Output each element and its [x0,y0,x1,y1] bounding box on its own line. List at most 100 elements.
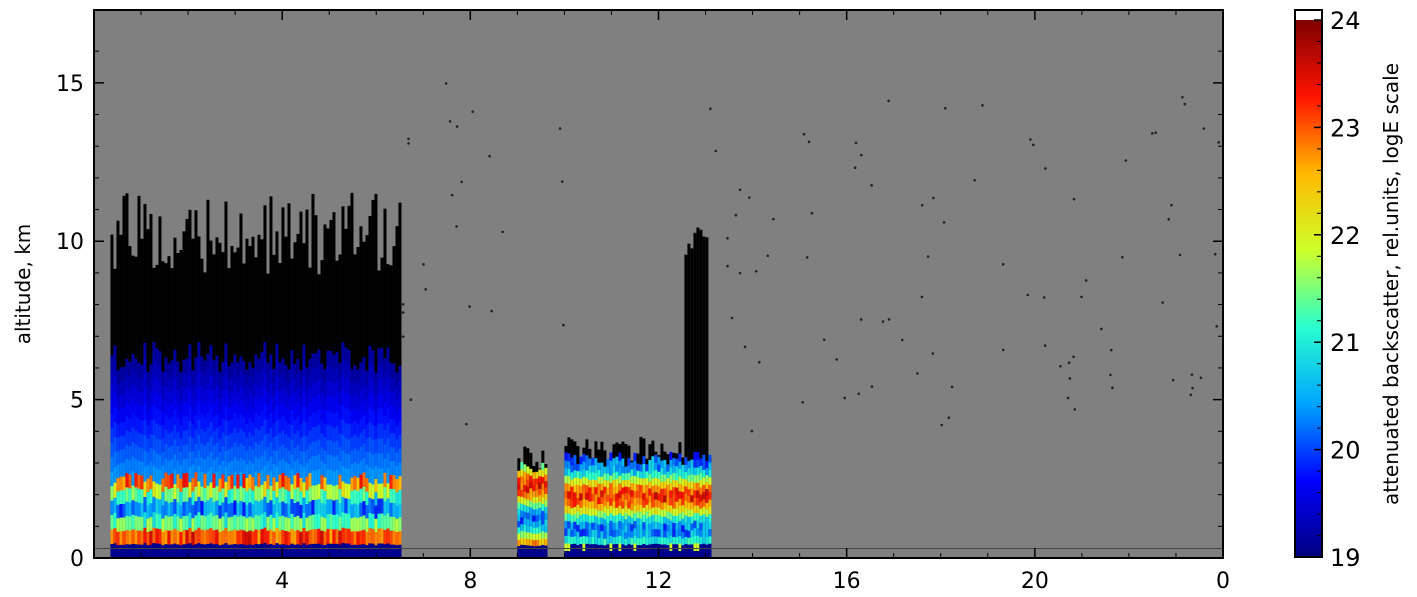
signal-cell [206,528,210,544]
signal-cell [639,511,643,519]
signal-cell [308,486,312,502]
noise-dot [881,320,885,323]
signal-cell [645,517,649,525]
signal-cell [251,449,255,464]
signal-cell [609,482,613,491]
signal-cell [197,496,201,513]
signal-cell [609,542,613,551]
signal-cell [603,466,607,474]
signal-cell [164,500,168,516]
signal-cell [149,544,153,558]
signal-cell [576,551,580,558]
signal-cell [116,490,120,505]
signal-cell [290,365,294,381]
signal-cell [116,517,120,532]
signal-cell [672,486,676,495]
signal-cell [538,520,542,527]
signal-cell [260,528,264,544]
signal-cell [116,531,120,546]
signal-cell [353,544,357,558]
signal-cell [564,542,568,551]
signal-cell [609,497,613,506]
signal-cell [260,469,264,485]
signal-cell [326,424,330,441]
signal-cell [341,511,345,528]
signal-cell [161,398,165,412]
signal-cell [233,514,237,530]
signal-cell [585,477,589,486]
signal-cell [245,517,249,532]
signal-cell [239,442,243,458]
noise-dot [750,429,754,433]
signal-cell [320,391,324,406]
noise-dot [501,230,504,234]
signal-cell [182,487,186,502]
signal-cell [392,405,396,420]
x-tick-label: 12 [645,569,673,594]
signal-cell [119,489,123,505]
signal-cell [350,477,354,492]
signal-cell [266,446,270,462]
signal-cell [702,462,706,470]
signal-cell [621,465,625,474]
signal-cell [660,467,664,475]
signal-cell [564,550,568,558]
signal-cell [374,452,378,466]
signal-cell [368,406,372,423]
signal-cell [612,543,616,552]
signal-cell [254,499,258,515]
signal-cell [532,527,536,535]
signal-cell [113,345,117,362]
signal-cell [110,369,114,385]
signal-cell [218,385,222,399]
signal-cell [380,377,384,394]
signal-cell [654,535,658,544]
signal-cell [699,543,703,552]
signal-cell [200,457,204,473]
signal-cell [639,524,643,532]
signal-cell [627,515,631,523]
noise-dot [900,338,904,342]
signal-cell [538,513,542,521]
signal-cell [278,474,282,489]
signal-cell [687,460,691,469]
signal-cell [654,513,658,522]
signal-cell [353,365,357,380]
signal-cell [573,484,577,493]
signal-cell [203,360,207,376]
signal-cell [660,509,664,517]
signal-cell [681,504,685,512]
signal-cell [179,371,183,386]
signal-cell [242,431,246,446]
signal-cell [535,508,539,516]
signal-cell [260,513,264,530]
signal-cell [585,484,589,493]
signal-cell [230,376,234,392]
signal-cell [305,544,309,558]
signal-cell [242,417,246,432]
signal-cell [591,493,595,502]
signal-cell [245,370,249,384]
signal-cell [335,499,339,515]
noise-dot [455,125,459,128]
signal-cell [260,543,264,558]
signal-cell [227,407,231,422]
signal-cell [708,513,712,522]
signal-cell [254,398,258,414]
signal-cell [359,362,363,378]
signal-cell [356,490,360,505]
signal-cell [576,490,580,499]
signal-cell [660,523,664,531]
signal-cell [594,550,598,558]
signal-cell [526,518,530,526]
signal-cell [209,421,213,437]
signal-cell [311,411,315,428]
signal-cell [362,414,366,430]
signal-cell [275,496,279,513]
signal-cell [624,499,628,507]
signal-cell [541,503,545,511]
signal-cell [197,388,201,405]
signal-cell [642,485,646,494]
noise-dot [562,323,565,327]
signal-cell [335,528,339,544]
